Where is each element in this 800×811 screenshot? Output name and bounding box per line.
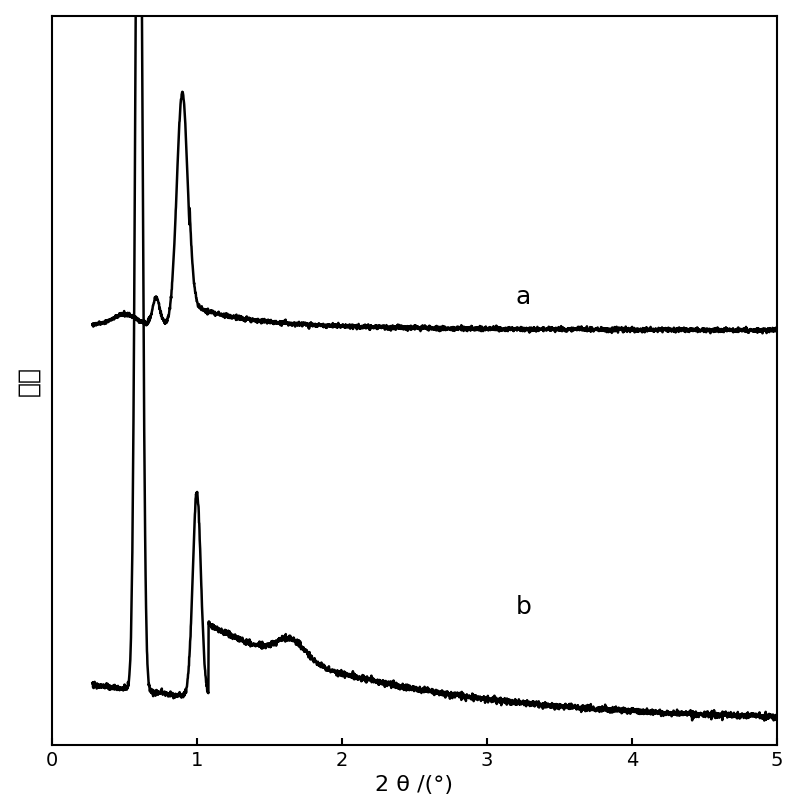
- Text: a: a: [516, 285, 531, 309]
- Text: b: b: [516, 594, 532, 619]
- Y-axis label: 强度: 强度: [17, 366, 41, 396]
- X-axis label: 2 θ /(°): 2 θ /(°): [375, 775, 454, 794]
